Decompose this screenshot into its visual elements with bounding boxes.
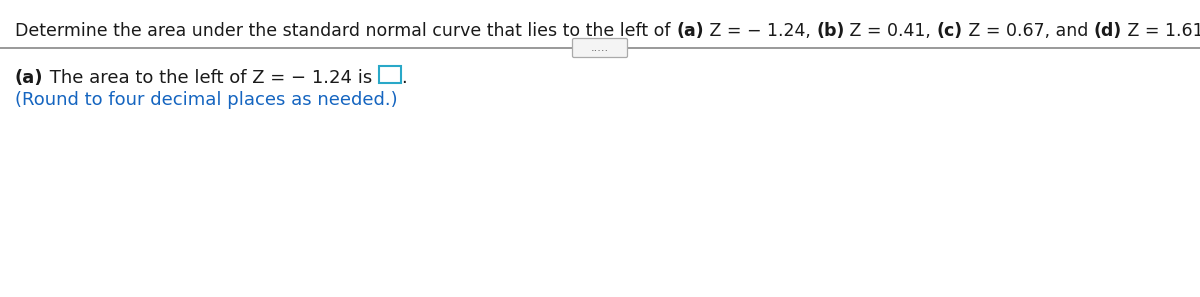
FancyBboxPatch shape xyxy=(572,39,628,58)
Text: (Round to four decimal places as needed.): (Round to four decimal places as needed.… xyxy=(14,91,397,109)
Text: The area to the left of Z = − 1.24 is: The area to the left of Z = − 1.24 is xyxy=(43,69,378,87)
Text: (d): (d) xyxy=(1093,22,1122,40)
Text: (b): (b) xyxy=(816,22,845,40)
Text: (c): (c) xyxy=(937,22,962,40)
Text: (a): (a) xyxy=(14,69,43,87)
Text: (a): (a) xyxy=(676,22,703,40)
Text: Z = 0.67, and: Z = 0.67, and xyxy=(962,22,1093,40)
Text: .: . xyxy=(402,69,407,87)
Text: Z = − 1.24,: Z = − 1.24, xyxy=(703,22,816,40)
Text: .....: ..... xyxy=(590,43,610,53)
Text: Z = 0.41,: Z = 0.41, xyxy=(845,22,937,40)
Text: Determine the area under the standard normal curve that lies to the left of: Determine the area under the standard no… xyxy=(14,22,676,40)
FancyBboxPatch shape xyxy=(378,66,401,83)
Text: Z = 1.61.: Z = 1.61. xyxy=(1122,22,1200,40)
